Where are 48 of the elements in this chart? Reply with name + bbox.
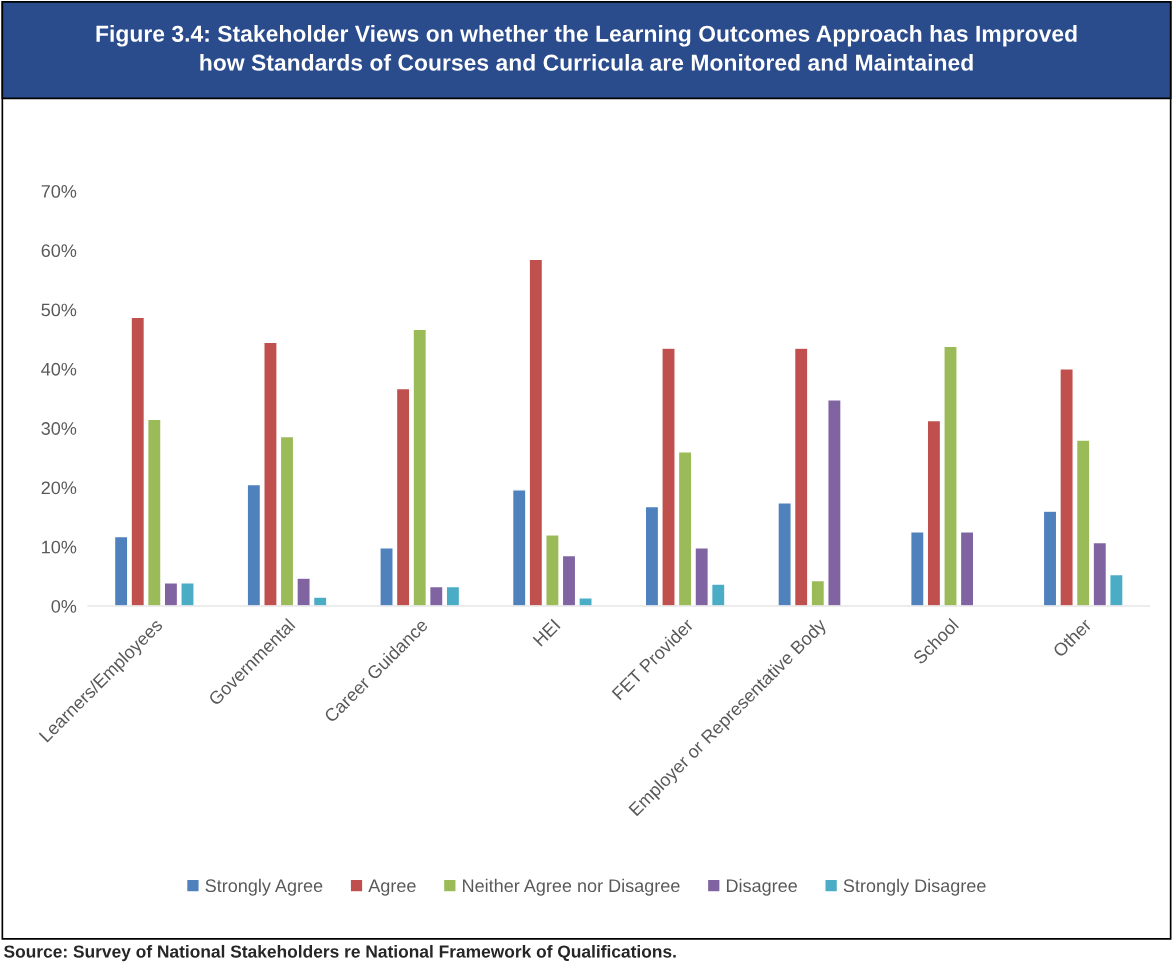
y-tick-label: 60%	[41, 244, 77, 258]
bar	[163, 582, 179, 607]
x-tick-label: HEI	[532, 618, 561, 647]
bar	[412, 328, 428, 607]
legend-label: Neither Agree nor Disagree	[463, 878, 680, 896]
bar	[677, 451, 693, 607]
bar	[926, 419, 942, 607]
chart-title: Figure 3.4: Stakeholder Views on whether the Learning Outcomes Approach has Improved how Standards of Courses and Curricula are Monitored and Maintained	[96, 25, 1077, 71]
bar	[312, 596, 328, 607]
bar	[578, 597, 593, 607]
bar	[428, 585, 444, 607]
legend-label: Disagree	[726, 878, 797, 896]
bar	[827, 399, 842, 607]
bar	[279, 435, 295, 607]
bar	[180, 582, 195, 607]
y-tick-label: 40%	[41, 362, 77, 376]
legend-label: Agree	[368, 879, 416, 896]
bar	[113, 535, 129, 607]
bar	[710, 583, 726, 607]
y-tick-label: 20%	[41, 481, 77, 495]
y-tick-label: 50%	[41, 303, 77, 317]
bar	[777, 502, 792, 607]
bar	[246, 483, 262, 607]
bar	[379, 547, 394, 607]
bar	[130, 316, 146, 607]
source-note: Source: Survey of National Stakeholders re National Framework of Qualifications.	[4, 944, 676, 962]
legend-label: Strongly Disagree	[843, 878, 986, 896]
bar	[263, 341, 278, 607]
bar	[909, 531, 925, 607]
y-tick-label: 30%	[41, 422, 77, 435]
bar	[644, 505, 660, 607]
bar	[561, 554, 577, 607]
bar	[694, 547, 710, 607]
bar	[395, 387, 411, 607]
bar	[296, 577, 311, 607]
bar	[1059, 368, 1074, 607]
bar	[1042, 510, 1058, 607]
bar	[445, 585, 461, 607]
bar	[943, 345, 958, 607]
bar	[1109, 573, 1124, 607]
bar	[661, 347, 676, 607]
y-tick-label: 10%	[42, 540, 77, 554]
y-tick-label: 0%	[51, 599, 77, 613]
y-tick-label: 70%	[41, 185, 77, 198]
legend-label: Strongly Agree	[205, 878, 323, 896]
bar	[545, 534, 560, 607]
bar	[959, 531, 975, 607]
bar	[146, 418, 162, 607]
